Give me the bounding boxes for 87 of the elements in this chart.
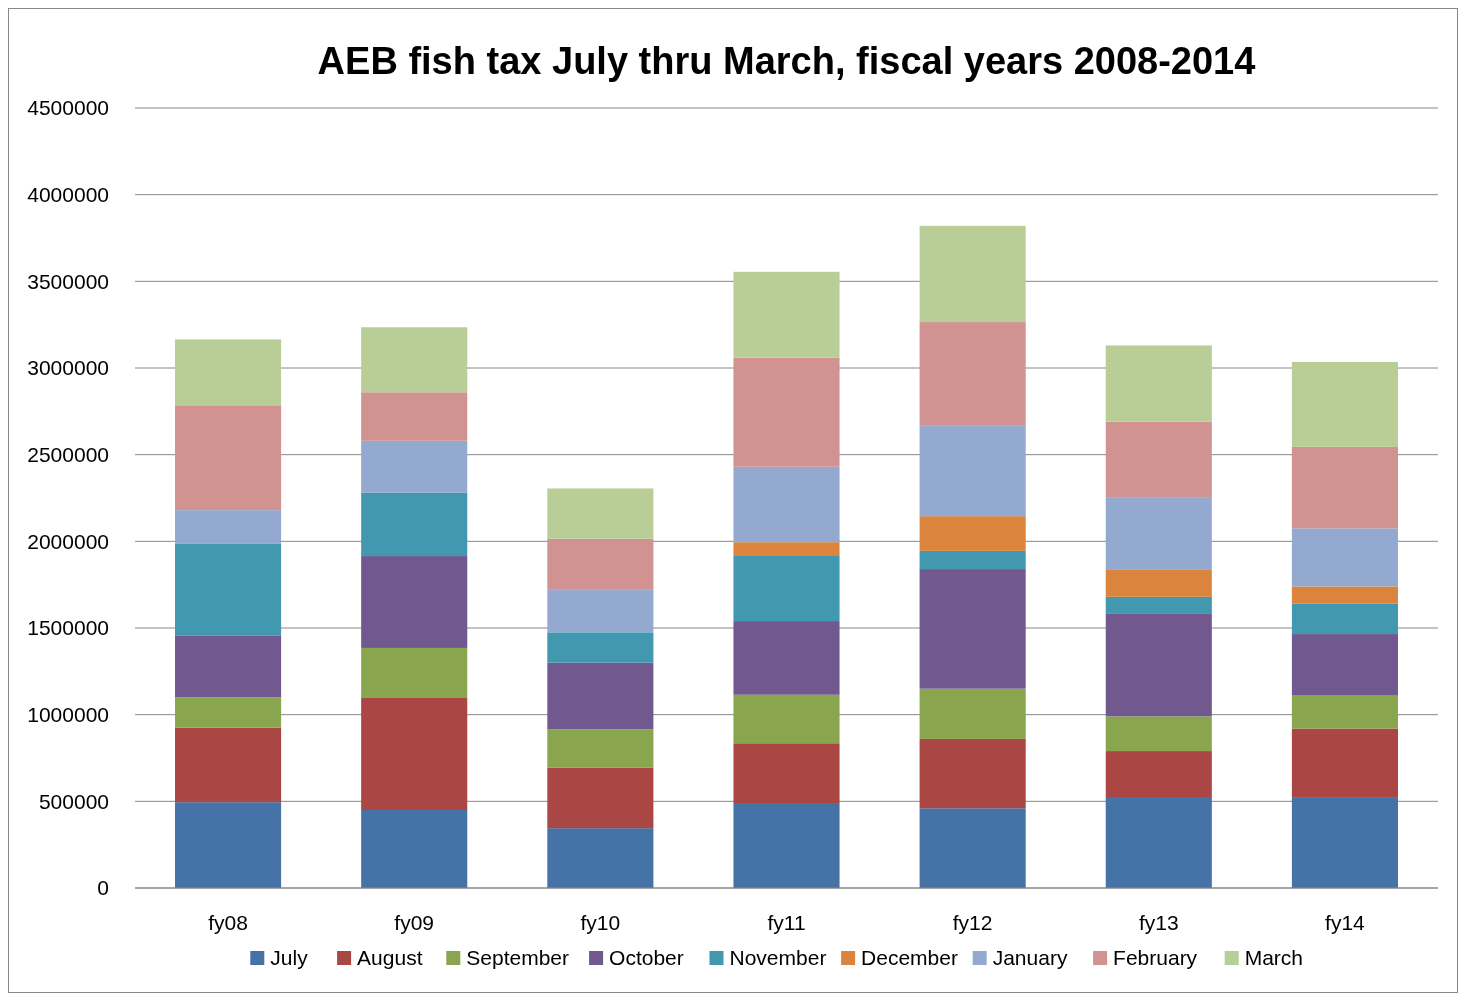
bar <box>175 802 282 888</box>
legend-label: March <box>1244 946 1304 969</box>
x-tick-label: fy13 <box>1138 911 1179 934</box>
legend-label: November <box>729 946 827 969</box>
y-tick-label: 3000000 <box>27 356 109 380</box>
legend-label: October <box>609 946 684 969</box>
bar <box>733 743 840 804</box>
bar <box>175 543 282 636</box>
y-tick-label: 4500000 <box>27 96 109 120</box>
bar <box>1291 695 1398 729</box>
bar <box>919 425 1026 517</box>
bar <box>1291 446 1398 529</box>
bar <box>733 271 840 358</box>
bar <box>1105 345 1212 422</box>
legend-label: January <box>992 946 1068 969</box>
y-tick-label: 0 <box>97 876 109 900</box>
bar <box>1105 569 1212 597</box>
bar <box>1105 497 1212 570</box>
bar <box>361 556 468 648</box>
x-tick-label: fy08 <box>208 911 248 934</box>
bar <box>919 569 1026 689</box>
legend-label: December <box>861 946 958 969</box>
bar <box>361 647 468 698</box>
bar <box>919 738 1026 809</box>
bar <box>1291 586 1398 604</box>
bar <box>1105 421 1212 498</box>
x-tick-label: fy10 <box>580 911 621 934</box>
bar <box>547 589 654 633</box>
y-tick-label: 4000000 <box>27 183 109 207</box>
bar <box>1105 596 1212 614</box>
bar <box>1291 603 1398 635</box>
bar <box>733 621 840 695</box>
bar <box>547 767 654 829</box>
bar <box>175 635 282 698</box>
legend-label: July <box>270 946 309 969</box>
bar <box>919 516 1026 551</box>
bar <box>1291 361 1398 447</box>
x-tick-label: fy14 <box>1325 911 1366 934</box>
bar <box>1291 528 1398 587</box>
bar <box>547 538 654 590</box>
bar <box>733 466 840 543</box>
legend-label: February <box>1113 946 1198 969</box>
y-tick-label: 1500000 <box>27 616 109 640</box>
x-tick-label: fy12 <box>952 911 993 934</box>
bar <box>175 697 282 728</box>
bar <box>919 322 1026 426</box>
bar <box>361 697 468 810</box>
bar <box>175 727 282 803</box>
bar <box>733 542 840 556</box>
bar <box>547 729 654 768</box>
bar <box>1105 613 1212 717</box>
y-tick-label: 500000 <box>38 789 109 813</box>
y-tick-label: 2000000 <box>27 529 109 553</box>
x-tick-label: fy11 <box>767 911 806 934</box>
bar <box>1105 797 1212 888</box>
bar <box>547 662 654 730</box>
bar <box>919 550 1026 570</box>
x-tick-label: fy09 <box>394 911 435 934</box>
bar <box>733 694 840 744</box>
legend-label: August <box>357 946 423 969</box>
bar <box>361 810 468 888</box>
y-tick-label: 3500000 <box>27 269 109 293</box>
bar <box>919 688 1026 739</box>
bar <box>733 803 840 888</box>
bar <box>361 392 468 441</box>
bar <box>175 510 282 544</box>
bar <box>1291 728 1398 798</box>
bar <box>547 488 654 539</box>
bar <box>175 405 282 511</box>
bar <box>1291 797 1398 888</box>
bar <box>1105 716 1212 752</box>
bar <box>919 808 1026 888</box>
bar <box>733 357 840 467</box>
bar <box>733 555 840 622</box>
bar <box>547 828 654 888</box>
bar <box>361 492 468 557</box>
legend-label: September <box>466 946 570 969</box>
bar <box>1291 634 1398 696</box>
bar <box>919 225 1026 323</box>
bar <box>175 339 282 406</box>
bar <box>361 327 468 393</box>
y-tick-label: 1000000 <box>27 703 109 727</box>
bar <box>1105 751 1212 797</box>
y-tick-label: 2500000 <box>27 443 109 467</box>
chart-title: AEB fish tax July thru March, fiscal years 2008-2014 <box>317 40 1256 82</box>
bar <box>547 632 654 663</box>
bar <box>361 440 468 493</box>
